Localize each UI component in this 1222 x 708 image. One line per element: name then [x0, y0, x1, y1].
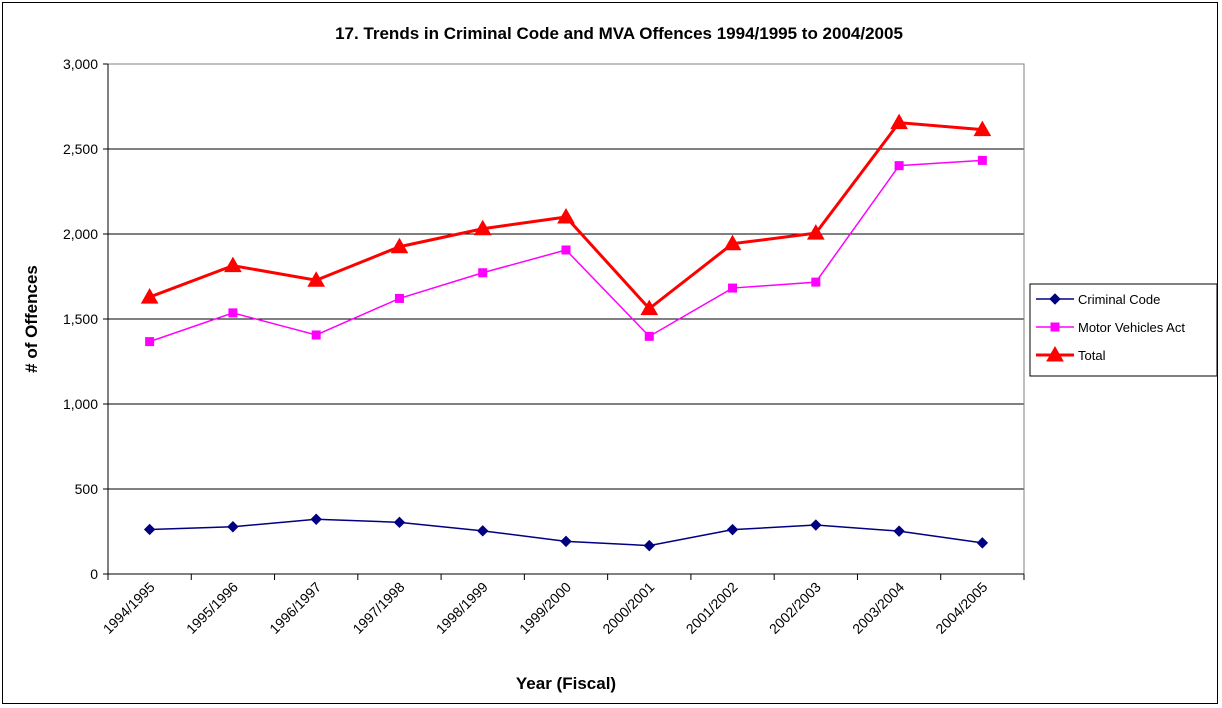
line-chart: 17. Trends in Criminal Code and MVA Offe…	[22, 24, 1218, 693]
y-tick-label: 1,500	[63, 311, 98, 327]
data-point-total	[640, 299, 659, 316]
x-tick-label: 2003/2004	[849, 579, 907, 637]
y-tick-label: 3,000	[63, 56, 98, 72]
data-point-criminal-code	[893, 525, 905, 537]
data-point-total	[307, 271, 326, 287]
series-criminal-code	[143, 513, 989, 552]
data-point-motor-vehicles-act	[644, 331, 654, 341]
x-tick-label: 1996/1997	[266, 579, 324, 637]
data-point-total	[390, 237, 409, 254]
legend: Criminal Code Motor Vehicles Act Total	[1029, 283, 1218, 377]
data-point-motor-vehicles-act	[145, 337, 155, 347]
x-tick-label: 2000/2001	[599, 579, 657, 637]
x-tick-label: 1995/1996	[183, 579, 241, 637]
data-point-criminal-code	[976, 537, 989, 549]
chart-title: 17. Trends in Criminal Code and MVA Offe…	[335, 24, 903, 43]
y-axis-title: # of Offences	[22, 265, 41, 373]
data-point-motor-vehicles-act	[478, 268, 488, 278]
y-tick-label: 2,000	[63, 226, 98, 242]
x-tick-label: 1998/1999	[433, 579, 491, 637]
y-tick-label: 1,000	[63, 396, 98, 412]
data-point-motor-vehicles-act	[894, 161, 904, 171]
y-tick-label: 500	[75, 481, 99, 497]
series-motor-vehicles-act	[145, 155, 987, 347]
legend-label-motor-vehicles-act: Motor Vehicles Act	[1078, 320, 1185, 335]
data-point-criminal-code	[560, 535, 572, 548]
legend-item-total: Total	[1036, 345, 1106, 363]
data-point-total	[723, 234, 742, 251]
legend-item-criminal-code: Criminal Code	[1036, 292, 1160, 307]
data-point-motor-vehicles-act	[228, 308, 238, 318]
data-point-total	[806, 224, 825, 240]
axes: 0 500 1,000 1,500 2,000 2,500 3,000 1994/1995 19…	[63, 56, 1025, 637]
x-tick-label: 1999/2000	[516, 579, 574, 637]
data-point-total	[473, 219, 492, 236]
legend-marker-total	[1046, 345, 1064, 362]
x-tick-label: 1994/1995	[100, 579, 158, 637]
legend-item-motor-vehicles-act: Motor Vehicles Act	[1036, 320, 1185, 335]
data-point-criminal-code	[726, 523, 739, 536]
data-point-criminal-code	[227, 521, 239, 533]
legend-label-criminal-code: Criminal Code	[1078, 292, 1160, 307]
data-point-motor-vehicles-act	[977, 155, 987, 165]
legend-label-total: Total	[1078, 348, 1106, 363]
data-point-total	[557, 207, 575, 224]
data-point-motor-vehicles-act	[311, 330, 321, 340]
x-axis-title: Year (Fiscal)	[516, 674, 616, 693]
data-point-criminal-code	[810, 519, 822, 531]
legend-marker-criminal-code	[1049, 293, 1061, 305]
data-point-total	[890, 113, 908, 130]
legend-marker-motor-vehicles-act	[1050, 322, 1060, 332]
x-tick-label: 2001/2002	[683, 579, 741, 637]
y-tick-label: 0	[90, 566, 98, 582]
y-tick-label: 2,500	[63, 141, 98, 157]
x-tick-label: 2004/2005	[932, 579, 990, 637]
data-point-criminal-code	[393, 516, 406, 529]
data-point-motor-vehicles-act	[394, 293, 404, 303]
data-point-criminal-code	[310, 513, 322, 525]
series-layer	[140, 113, 992, 552]
data-point-motor-vehicles-act	[811, 277, 821, 287]
data-point-criminal-code	[477, 525, 489, 537]
x-tick-label: 2002/2003	[766, 579, 824, 637]
gridlines	[108, 63, 1024, 490]
data-point-motor-vehicles-act	[561, 245, 571, 255]
data-point-total	[140, 288, 159, 304]
data-point-motor-vehicles-act	[728, 283, 738, 293]
data-point-criminal-code	[643, 539, 655, 552]
series-total	[140, 113, 992, 316]
data-point-criminal-code	[143, 523, 156, 536]
data-point-total	[224, 256, 242, 273]
data-point-total	[973, 120, 992, 137]
x-tick-label: 1997/1998	[349, 579, 407, 637]
